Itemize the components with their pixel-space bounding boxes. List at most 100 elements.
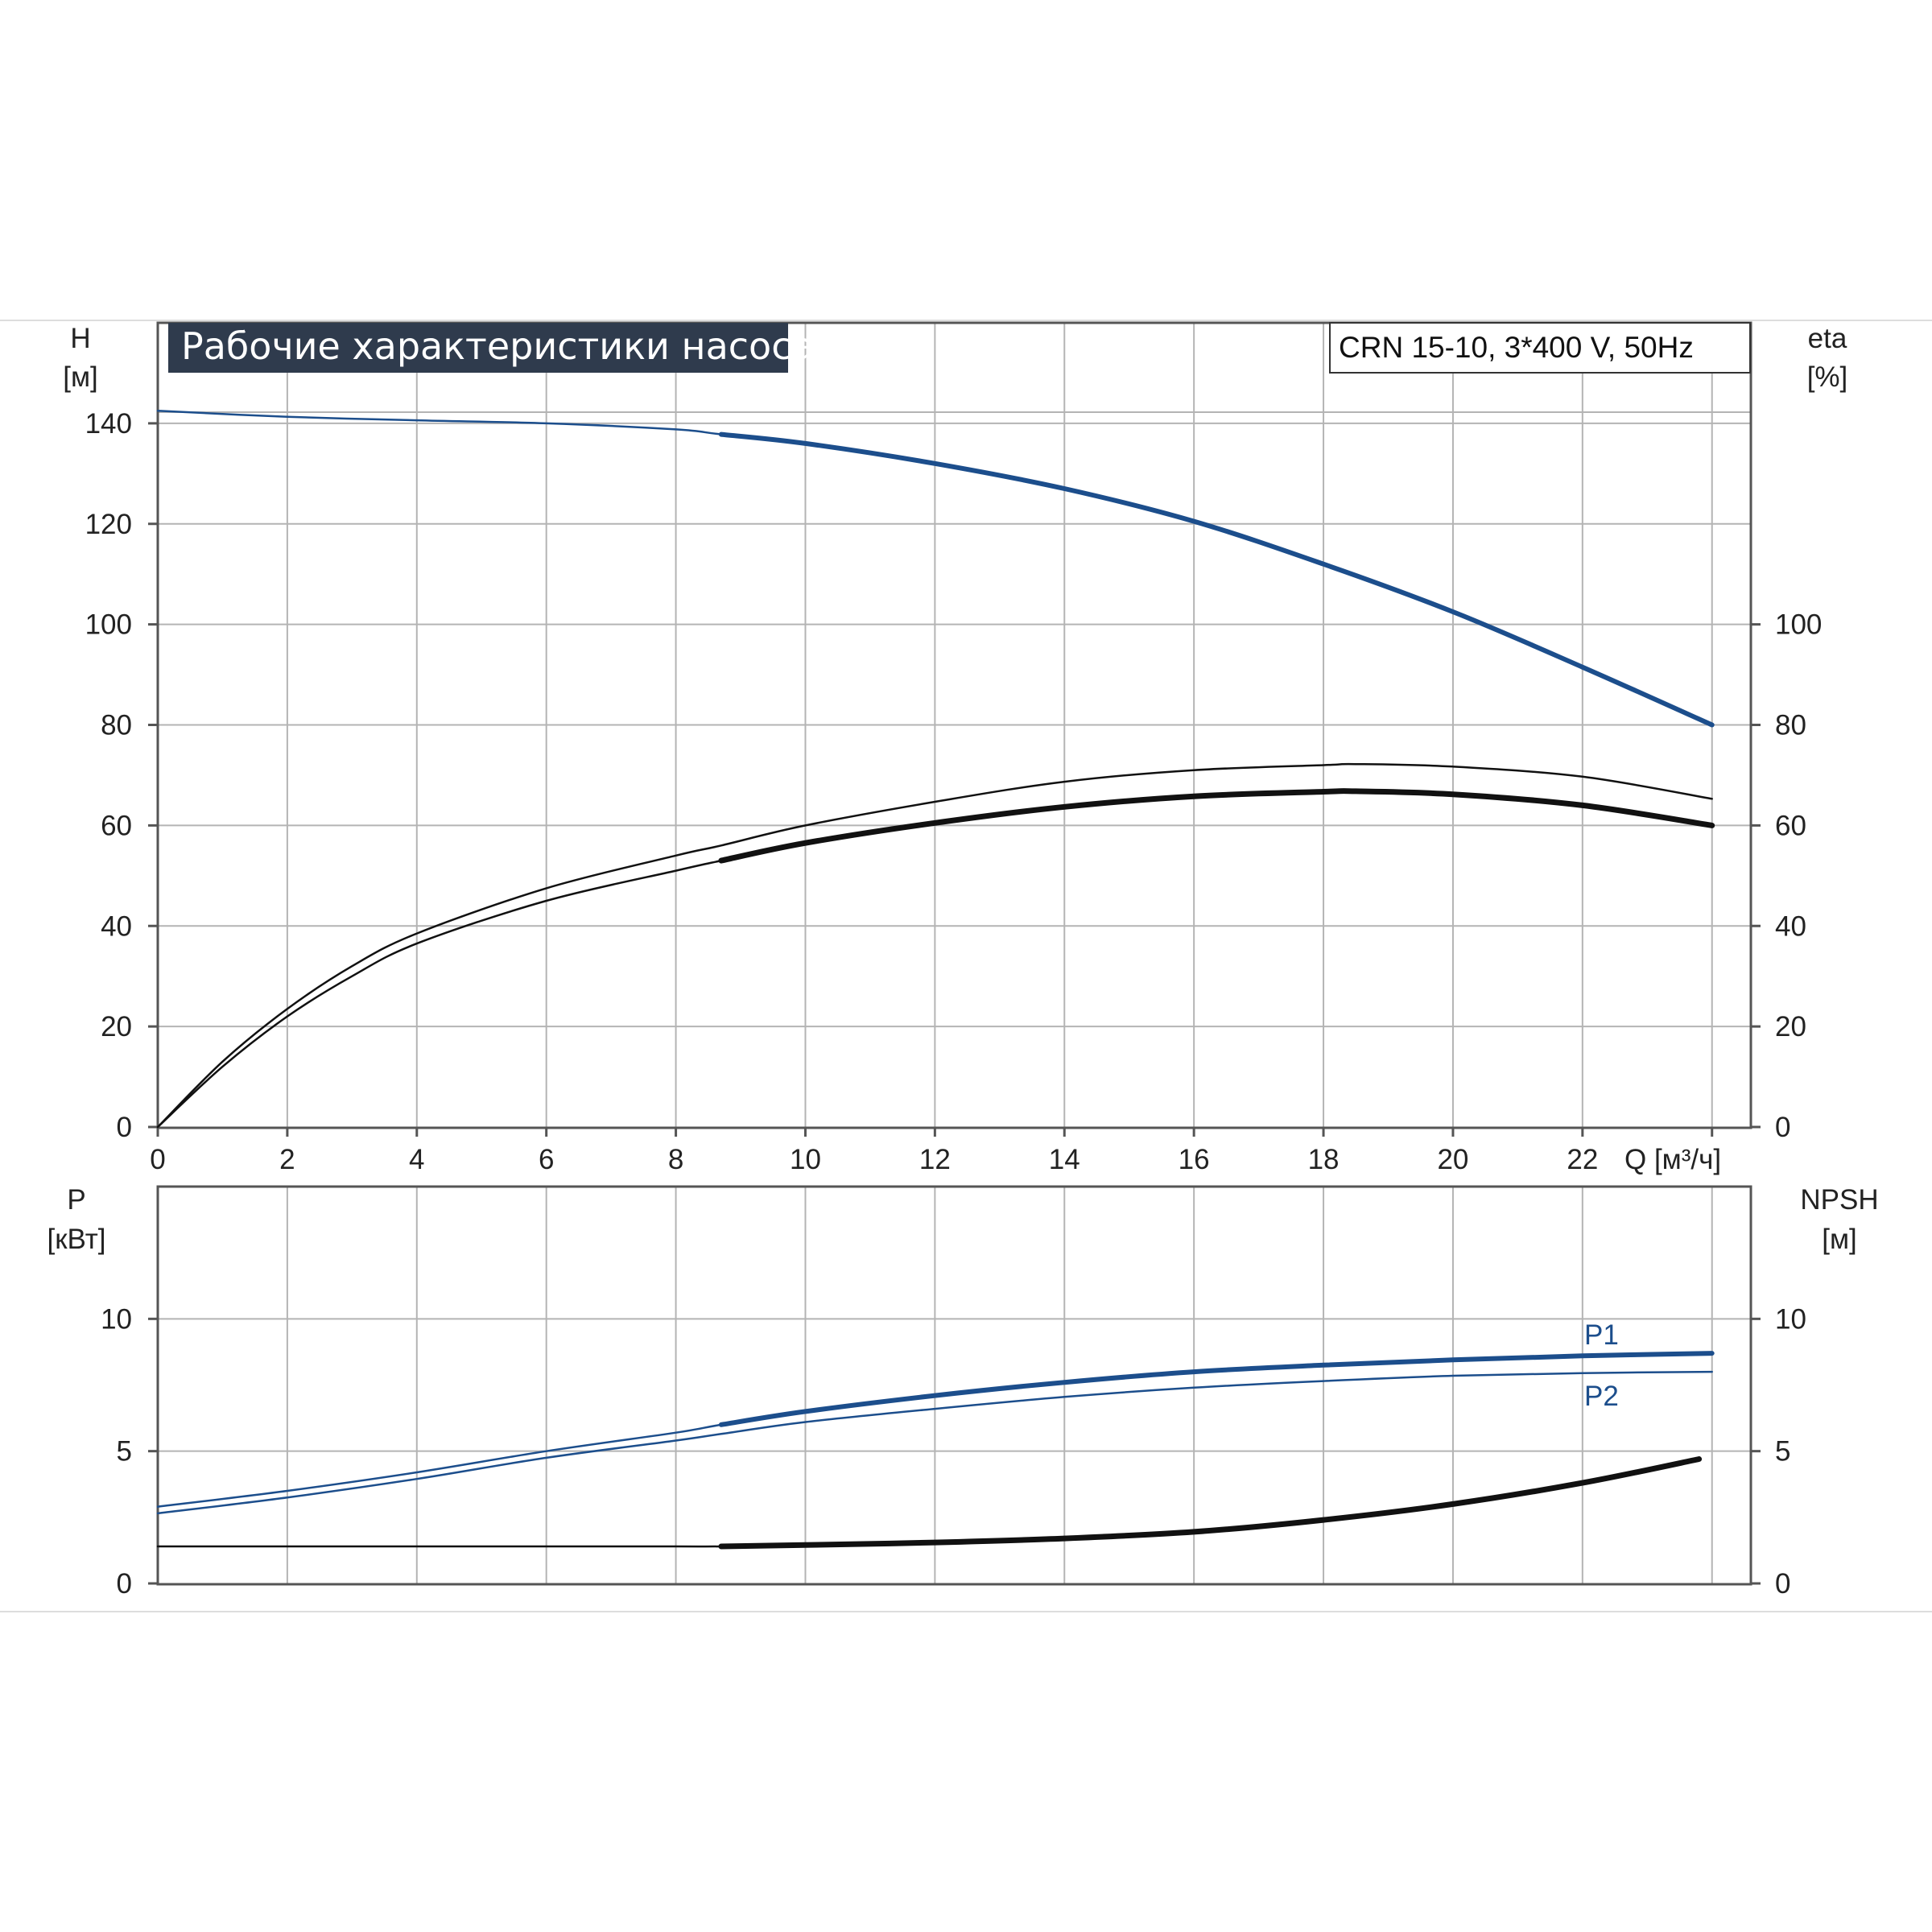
efficiency-point [1711, 825, 1713, 827]
p1-point [157, 1506, 159, 1508]
y-tick-label: 0 [117, 1112, 132, 1143]
model-box [1329, 322, 1751, 374]
x-tick-label: 4 [409, 1144, 424, 1175]
p2-point [1582, 1373, 1583, 1374]
efficiency-upper-point [675, 855, 677, 857]
efficiency-upper-point [1355, 763, 1356, 765]
power-npsh-panel: 0 5 10 0 5 10 P [кВт] NPSH [м] P1 P2 [47, 1184, 1879, 1600]
p1-point [720, 1424, 722, 1426]
x-tick-label: 12 [919, 1144, 951, 1175]
series-label-p1: P1 [1584, 1319, 1619, 1351]
npsh-curve-operating-range [718, 1456, 1703, 1550]
x-tick-label: 6 [539, 1144, 554, 1175]
y-tick-label: 60 [101, 810, 132, 841]
npsh-point [1193, 1531, 1195, 1533]
top-grid [158, 323, 1751, 1127]
x-tick-label: 8 [668, 1144, 683, 1175]
p1-point [1582, 1356, 1583, 1357]
x-tick-label: 10 [790, 1144, 821, 1175]
npsh-point [1582, 1482, 1583, 1484]
head-point [805, 443, 807, 444]
bottom-tick-labels: 0 5 10 0 5 10 [101, 1303, 1806, 1600]
p2-point [546, 1457, 547, 1459]
p1-point [675, 1432, 677, 1434]
efficiency-upper-point [157, 1126, 159, 1128]
y-axis-name-h: H [70, 323, 90, 354]
npsh-tick-label: 5 [1775, 1436, 1790, 1468]
npsh-tick-label: 10 [1775, 1303, 1806, 1335]
x-axis-label: Q [м³/ч] [1624, 1144, 1721, 1175]
p1-point [287, 1490, 288, 1492]
p2-point [157, 1513, 159, 1514]
y2-axis-unit-npsh: [м] [1822, 1224, 1857, 1255]
head-point [1323, 564, 1324, 565]
efficiency-upper-point [222, 1061, 224, 1063]
p1-point [1452, 1359, 1454, 1360]
npsh-point [805, 1545, 807, 1546]
p1-point [935, 1395, 936, 1397]
efficiency-curve-operating-range [718, 788, 1715, 864]
p1-point [546, 1451, 547, 1452]
npsh-tick-label: 0 [1775, 1568, 1790, 1600]
y-tick-label: 80 [101, 710, 132, 741]
head-point [287, 416, 288, 418]
y2-tick-label: 100 [1775, 609, 1822, 641]
npsh-point [157, 1546, 159, 1547]
y-tick-label: 40 [101, 910, 132, 942]
y2-tick-label: 20 [1775, 1011, 1806, 1042]
npsh-point [287, 1546, 288, 1547]
p2-point [1452, 1375, 1454, 1377]
head-point [935, 463, 936, 464]
head-point [157, 410, 159, 411]
top-series [156, 410, 1715, 1129]
efficiency-upper-point [1582, 776, 1583, 778]
efficiency-upper-curve [156, 762, 1713, 1129]
efficiency-upper-point [1323, 765, 1324, 766]
p1-point [1193, 1371, 1195, 1373]
p2-point [287, 1496, 288, 1498]
p1-point [1323, 1364, 1324, 1366]
head-point [675, 429, 677, 431]
x-tick-label: 0 [150, 1144, 165, 1175]
y-tick-label: 100 [85, 609, 132, 641]
y2-tick-label: 80 [1775, 710, 1806, 741]
head-point [546, 423, 547, 424]
efficiency-upper-point [546, 888, 547, 890]
efficiency-point [416, 943, 418, 944]
y2-tick-label: 0 [1775, 1112, 1790, 1143]
series-label-p2: P2 [1584, 1381, 1619, 1412]
head-efficiency-panel: 0 2 4 6 8 10 12 14 16 18 20 22 0 20 40 60 80 100 120 140 0 20… [63, 321, 1847, 1175]
y-tick-label: 120 [85, 509, 132, 540]
efficiency-upper-point [1063, 781, 1065, 782]
efficiency-point [935, 822, 936, 824]
p2-curve [156, 1370, 1713, 1515]
y2-tick-label: 40 [1775, 910, 1806, 942]
p2-point [1193, 1387, 1195, 1389]
p2-point [720, 1434, 722, 1435]
head-point [1711, 724, 1713, 726]
p2-point [416, 1478, 418, 1480]
y2-axis-name-npsh: NPSH [1800, 1184, 1878, 1216]
efficiency-point [1582, 805, 1583, 807]
p2-point [935, 1408, 936, 1410]
p1-curve-operating-range [718, 1351, 1715, 1427]
efficiency-point [546, 900, 547, 902]
npsh-point [416, 1546, 418, 1547]
npsh-point [935, 1542, 936, 1543]
efficiency-upper-point [935, 801, 936, 803]
efficiency-point [675, 870, 677, 872]
title-box [168, 323, 788, 373]
p2-point [1063, 1396, 1065, 1397]
p2-point [805, 1422, 807, 1423]
head-point [720, 434, 722, 436]
p-tick-label: 0 [117, 1568, 132, 1600]
head-point [416, 419, 418, 421]
efficiency-point [352, 976, 353, 977]
p-tick-label: 5 [117, 1436, 132, 1468]
y-tick-label: 140 [85, 408, 132, 440]
x-tick-label: 2 [279, 1144, 295, 1175]
efficiency-point [1323, 791, 1324, 793]
npsh-point [1452, 1504, 1454, 1505]
p1-point [1063, 1381, 1065, 1383]
head-point [1063, 488, 1065, 489]
